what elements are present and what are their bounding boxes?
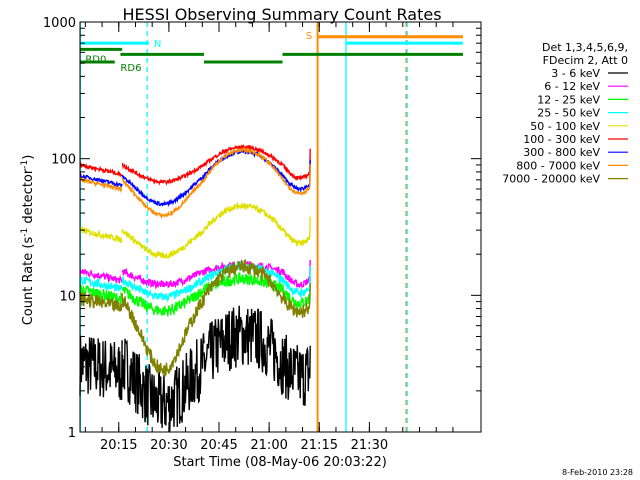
legend-label-4: 50 - 100 keV xyxy=(530,120,600,133)
legend-label-3: 25 - 50 keV xyxy=(537,107,600,120)
series-6-segment-0 xyxy=(79,171,123,190)
plot-area: RD0 RD6 N S xyxy=(79,21,482,433)
series-0 xyxy=(79,305,311,432)
legend-label-2: 12 - 25 keV xyxy=(537,93,600,106)
series-4 xyxy=(79,201,311,260)
series-4-segment-1 xyxy=(121,229,205,260)
flag-label-0: RD0 xyxy=(85,55,106,66)
legend-label-0: 3 - 6 keV xyxy=(551,67,600,80)
y-axis-label: Count Rate (s-1 detector-1) xyxy=(20,155,36,326)
legend-header-line-2: FDecim 2, Att 0 xyxy=(543,54,628,67)
legend-label-6: 300 - 800 keV xyxy=(523,146,600,159)
series-2-segment-1 xyxy=(121,286,205,317)
x-tick-label-4: 21:15 xyxy=(301,438,338,453)
series-8-segment-0 xyxy=(79,292,123,312)
series-7-segment-0 xyxy=(79,177,123,194)
timestamp: 8-Feb-2010 23:28 xyxy=(562,468,633,477)
series-6-segment-1 xyxy=(121,173,205,208)
series-5-segment-2 xyxy=(203,144,284,168)
series-3-segment-0 xyxy=(79,276,123,292)
x-tick-label-3: 21:00 xyxy=(250,438,287,453)
series-7-segment-2 xyxy=(203,146,284,182)
series-8-segment-3 xyxy=(281,283,311,318)
series-2-segment-3 xyxy=(281,277,311,309)
legend-label-8: 7000 - 20000 keV xyxy=(502,173,600,186)
series-0-segment-2 xyxy=(203,305,284,395)
series-6 xyxy=(79,147,311,208)
legend-label-7: 800 - 7000 keV xyxy=(516,159,600,172)
chart-title: HESSI Observing Summary Count Rates xyxy=(122,5,441,24)
series-1-segment-0 xyxy=(79,268,123,284)
legend-label-5: 100 - 300 keV xyxy=(523,133,600,146)
series-0-segment-0 xyxy=(79,335,123,401)
y-axis: 1 10 100 1000 xyxy=(43,16,481,441)
series-1-segment-1 xyxy=(121,267,205,290)
series-6-segment-3 xyxy=(282,159,311,193)
x-axis: 20:15 20:30 20:45 21:00 21:15 21:30 xyxy=(84,22,454,453)
y-tick-label-1: 10 xyxy=(59,289,76,304)
series-7-segment-1 xyxy=(121,178,205,220)
series-1-segment-3 xyxy=(281,259,311,289)
series-0-segment-1 xyxy=(121,333,205,432)
x-tick-label-5: 21:30 xyxy=(351,438,388,453)
series-4-segment-0 xyxy=(79,225,123,244)
series-8-segment-2 xyxy=(203,259,284,305)
x-tick-label-2: 20:45 xyxy=(200,438,237,453)
series-8-segment-1 xyxy=(121,293,205,377)
series-4-segment-3 xyxy=(281,216,311,248)
series-5 xyxy=(79,144,311,186)
series-5-segment-0 xyxy=(79,161,123,178)
legend-header-line-1: Det 1,3,4,5,6,9, xyxy=(542,41,628,54)
series-8 xyxy=(79,259,311,377)
series-2-segment-0 xyxy=(79,284,123,305)
legend-label-1: 6 - 12 keV xyxy=(544,80,600,93)
y-tick-label-0: 1 xyxy=(68,426,76,441)
x-tick-label-1: 20:30 xyxy=(150,438,187,453)
y-tick-label-2: 100 xyxy=(51,153,76,168)
series-3-segment-1 xyxy=(121,276,205,303)
y-tick-label-3: 1000 xyxy=(43,16,76,31)
legend: Det 1,3,4,5,6,9, FDecim 2, Att 0 3 - 6 k… xyxy=(502,41,628,186)
flag-label-5: N xyxy=(154,39,161,50)
x-tick-label-0: 20:15 xyxy=(100,438,137,453)
series-0-segment-3 xyxy=(281,334,311,406)
series-7 xyxy=(79,146,311,220)
series-5-segment-3 xyxy=(282,148,311,182)
flag-label-1: RD6 xyxy=(120,63,141,74)
series-4-segment-2 xyxy=(203,201,284,232)
plot-frame xyxy=(79,21,482,433)
flag-label-6: S xyxy=(306,31,312,42)
series-7-segment-3 xyxy=(281,164,311,197)
series-3-segment-3 xyxy=(281,266,311,299)
x-axis-label: Start Time (08-May-06 20:03:22) xyxy=(173,455,387,470)
series-5-segment-1 xyxy=(121,162,205,186)
